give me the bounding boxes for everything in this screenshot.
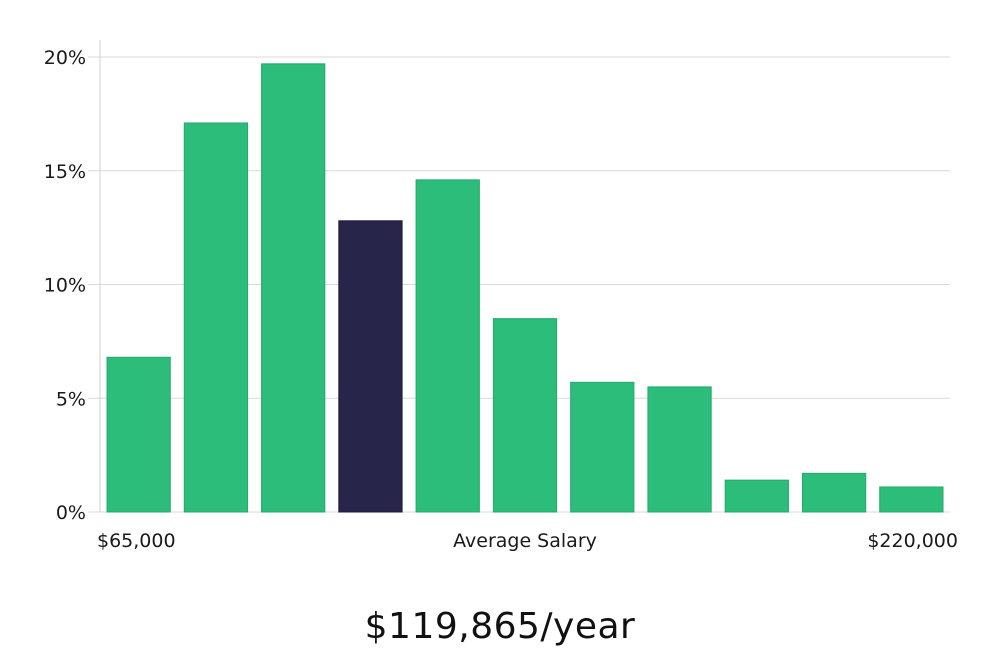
bar — [183, 122, 249, 513]
y-tick-label: 15% — [44, 161, 86, 183]
bar — [415, 179, 480, 513]
bar — [879, 486, 944, 513]
y-tick-label: 20% — [44, 47, 86, 69]
y-tick-label: 0% — [56, 502, 86, 524]
bar — [492, 318, 558, 513]
bar — [261, 63, 326, 513]
bar — [647, 386, 712, 513]
bar — [106, 356, 171, 513]
bars — [106, 63, 944, 513]
y-tick-label: 10% — [44, 275, 86, 297]
y-axis-ticks: 0% 5% 10% 15% 20% — [44, 47, 86, 524]
bar — [570, 381, 635, 513]
salary-distribution-chart: 0% 5% 10% 15% 20% $65,000 Average Salary $22… — [44, 40, 958, 552]
y-tick-label: 5% — [56, 388, 86, 410]
x-axis-title: Average Salary — [453, 530, 597, 552]
average-salary-summary: $119,865/year — [364, 606, 636, 647]
bar-highlighted — [338, 220, 403, 513]
bar — [801, 472, 867, 513]
bar — [724, 479, 789, 513]
x-axis-end-label: $220,000 — [867, 530, 958, 552]
x-axis-start-label: $65,000 — [97, 530, 176, 552]
